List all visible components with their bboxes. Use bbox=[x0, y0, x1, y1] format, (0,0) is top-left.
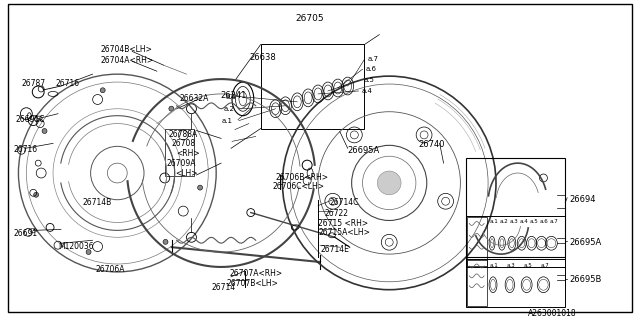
Text: a.3: a.3 bbox=[226, 94, 237, 100]
Text: 26708: 26708 bbox=[172, 140, 196, 148]
Text: a.4: a.4 bbox=[362, 88, 372, 94]
Text: a.7: a.7 bbox=[367, 56, 378, 62]
Text: 26691: 26691 bbox=[13, 229, 38, 238]
Text: 26638: 26638 bbox=[250, 53, 276, 62]
Text: 26715 <RH>: 26715 <RH> bbox=[318, 219, 368, 228]
Text: 26706C<LH>: 26706C<LH> bbox=[273, 182, 324, 191]
Text: a.5: a.5 bbox=[364, 77, 374, 83]
Text: a.2: a.2 bbox=[500, 220, 509, 225]
Text: 26705: 26705 bbox=[295, 14, 324, 23]
Circle shape bbox=[378, 171, 401, 195]
Text: a.1: a.1 bbox=[490, 263, 499, 268]
Text: 26704A<RH>: 26704A<RH> bbox=[100, 56, 154, 65]
Circle shape bbox=[42, 129, 47, 133]
Text: 26695A: 26695A bbox=[569, 238, 602, 247]
Bar bbox=[467, 158, 565, 257]
Text: a.1: a.1 bbox=[490, 220, 499, 225]
Bar bbox=[260, 44, 365, 129]
Text: 26632A: 26632A bbox=[180, 94, 209, 103]
Text: a.5: a.5 bbox=[524, 263, 532, 268]
Text: A263001018: A263001018 bbox=[527, 309, 576, 318]
Text: 26722: 26722 bbox=[325, 209, 349, 218]
Circle shape bbox=[86, 250, 91, 254]
Text: 26691C: 26691C bbox=[15, 115, 45, 124]
Text: a.6: a.6 bbox=[540, 220, 548, 225]
Bar bbox=[467, 217, 487, 266]
Text: a.4: a.4 bbox=[520, 220, 529, 225]
Text: 26709A: 26709A bbox=[167, 159, 196, 168]
Text: 26707A<RH>: 26707A<RH> bbox=[229, 269, 282, 278]
Circle shape bbox=[163, 239, 168, 244]
Text: 26706A: 26706A bbox=[95, 265, 125, 274]
Text: 26695A: 26695A bbox=[348, 146, 380, 155]
Bar bbox=[467, 216, 565, 267]
Text: 26787: 26787 bbox=[21, 79, 45, 88]
Text: a.3: a.3 bbox=[510, 220, 518, 225]
Text: a.1: a.1 bbox=[221, 118, 232, 124]
Text: <LH>: <LH> bbox=[175, 169, 198, 178]
Text: 26695B: 26695B bbox=[569, 275, 602, 284]
Text: 26740: 26740 bbox=[419, 140, 445, 149]
Bar bbox=[467, 260, 487, 306]
Text: 26707B<LH>: 26707B<LH> bbox=[226, 279, 278, 288]
Text: 26241: 26241 bbox=[220, 91, 246, 100]
Text: 26714B: 26714B bbox=[83, 198, 112, 207]
Text: a.3: a.3 bbox=[507, 263, 516, 268]
Text: 26706B<RH>: 26706B<RH> bbox=[275, 173, 328, 182]
Text: a.6: a.6 bbox=[365, 66, 376, 72]
Text: 26714E: 26714E bbox=[321, 245, 350, 254]
Text: M120036: M120036 bbox=[58, 242, 93, 251]
Text: a.2: a.2 bbox=[224, 106, 235, 112]
Text: a.5: a.5 bbox=[530, 220, 538, 225]
Text: a.7: a.7 bbox=[541, 263, 549, 268]
Bar bbox=[164, 129, 195, 176]
Text: 26694: 26694 bbox=[569, 195, 596, 204]
Circle shape bbox=[169, 106, 174, 111]
Text: <RH>: <RH> bbox=[177, 149, 200, 158]
Text: 26714: 26714 bbox=[211, 283, 236, 292]
Circle shape bbox=[198, 185, 202, 190]
Circle shape bbox=[100, 88, 105, 93]
Text: 26715A<LH>: 26715A<LH> bbox=[318, 228, 370, 237]
Text: 26704B<LH>: 26704B<LH> bbox=[100, 45, 152, 54]
Text: 26788A: 26788A bbox=[169, 130, 198, 139]
Bar bbox=[467, 259, 565, 307]
Text: 26714C: 26714C bbox=[330, 198, 359, 207]
Text: a.7: a.7 bbox=[549, 220, 558, 225]
Circle shape bbox=[34, 192, 38, 197]
Text: 26716: 26716 bbox=[13, 145, 38, 154]
Text: 26716: 26716 bbox=[55, 79, 79, 88]
